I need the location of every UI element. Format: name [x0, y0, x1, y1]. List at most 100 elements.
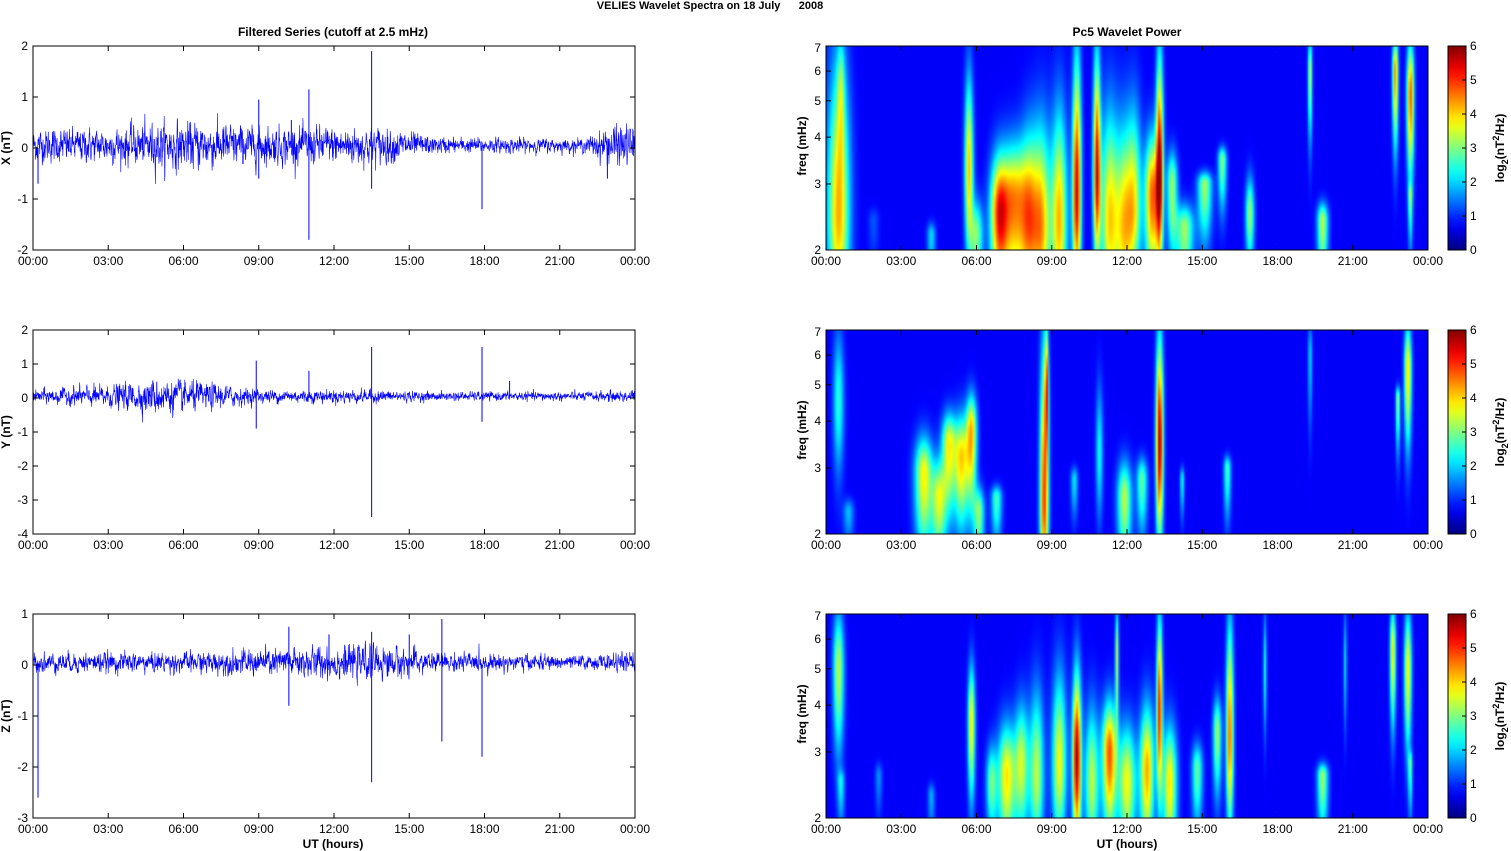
x-tick-label-y-5: 15:00: [1187, 538, 1217, 552]
y-tick-label-z-2: -1: [17, 709, 28, 723]
x-tick-label-y-7: 21:00: [545, 538, 575, 552]
y-tick-label-y-2: -2: [17, 459, 28, 473]
cbar-tick-label-x-2: 2: [1470, 175, 1477, 189]
x-tick-label-x-4: 12:00: [1112, 254, 1142, 268]
freq-tick-label-y-1: 3: [814, 461, 821, 475]
freq-tick-label-x-2: 4: [814, 130, 821, 144]
spectrogram-image-z: [826, 614, 1428, 818]
colorbar-label-z: log2(nT2/Hz): [1491, 682, 1510, 751]
suptitle: VELIES Wavelet Spectra on 18 July 2008: [597, 0, 823, 12]
cbar-tick-label-x-3: 3: [1470, 141, 1477, 155]
y-tick-label-x-3: 1: [21, 90, 28, 104]
x-tick-label-y-0: 00:00: [18, 538, 48, 552]
x-tick-label-x-1: 03:00: [886, 254, 916, 268]
freq-tick-label-z-1: 3: [814, 745, 821, 759]
x-tick-label-x-5: 15:00: [1187, 254, 1217, 268]
y-tick-label-y-1: -3: [17, 493, 28, 507]
cbar-tick-label-z-4: 4: [1470, 675, 1477, 689]
x-tick-label-y-3: 09:00: [244, 538, 274, 552]
right-xlabel: UT (hours): [1097, 837, 1158, 851]
y-tick-label-x-0: -2: [17, 243, 28, 257]
freq-tick-label-z-0: 2: [814, 811, 821, 825]
cbar-tick-label-y-2: 2: [1470, 459, 1477, 473]
y-tick-label-x-4: 2: [21, 39, 28, 53]
cbar-tick-label-z-6: 6: [1470, 607, 1477, 621]
spectrogram-image-x: [826, 46, 1428, 250]
x-tick-label-z-3: 09:00: [1037, 822, 1067, 836]
series-line-z: [32, 640, 636, 686]
freq-tick-label-y-2: 4: [814, 414, 821, 428]
x-tick-label-y-1: 03:00: [93, 538, 123, 552]
y-tick-label-z-3: 0: [21, 658, 28, 672]
x-tick-label-y-8: 00:00: [1413, 538, 1443, 552]
freq-tick-label-x-1: 3: [814, 177, 821, 191]
y-tick-label-z-1: -2: [17, 760, 28, 774]
y-tick-label-x-1: -1: [17, 192, 28, 206]
freq-tick-label-y-3: 5: [814, 378, 821, 392]
x-tick-label-x-7: 21:00: [1338, 254, 1368, 268]
freq-tick-label-y-4: 6: [814, 348, 821, 362]
x-tick-label-z-1: 03:00: [93, 822, 123, 836]
freq-axis-label-x: freq (mHz): [795, 116, 809, 175]
freq-tick-label-z-3: 5: [814, 662, 821, 676]
freq-tick-label-x-0: 2: [814, 243, 821, 257]
cbar-tick-label-y-0: 0: [1470, 527, 1477, 541]
cbar-tick-label-y-3: 3: [1470, 425, 1477, 439]
left-column-title: Filtered Series (cutoff at 2.5 mHz): [238, 25, 428, 39]
freq-tick-label-x-5: 7: [814, 41, 821, 55]
x-tick-label-y-2: 06:00: [961, 538, 991, 552]
x-tick-label-y-4: 12:00: [319, 538, 349, 552]
freq-tick-label-z-4: 6: [814, 632, 821, 646]
right-column-title: Pc5 Wavelet Power: [1073, 25, 1182, 39]
line-plot-x: -2 -1 0 1 2 00:00 03:00 06:00 09:00 12:00 15:00 18:…: [0, 39, 650, 268]
x-tick-label-x-5: 15:00: [394, 254, 424, 268]
x-tick-label-z-1: 03:00: [886, 822, 916, 836]
spectrogram-y: 2 3 4 5 6 7 00:00 03:00 06:00 09:00 12:00 15:00 18:0…: [795, 323, 1510, 552]
x-tick-label-x-3: 09:00: [244, 254, 274, 268]
freq-axis-label-z: freq (mHz): [795, 684, 809, 743]
cbar-tick-label-y-6: 6: [1470, 323, 1477, 337]
x-tick-label-z-4: 12:00: [1112, 822, 1142, 836]
cbar-tick-label-z-5: 5: [1470, 641, 1477, 655]
x-tick-label-x-8: 00:00: [620, 254, 650, 268]
x-tick-label-y-7: 21:00: [1338, 538, 1368, 552]
x-tick-label-z-8: 00:00: [1413, 822, 1443, 836]
spectrogram-x: 2 3 4 5 6 7 00:00 03:00 06:00 09:00 12:00 15:00 18:0…: [795, 39, 1510, 268]
x-tick-label-z-5: 15:00: [394, 822, 424, 836]
y-tick-label-y-3: -1: [17, 425, 28, 439]
y-tick-label-y-0: -4: [17, 527, 28, 541]
freq-tick-label-y-5: 7: [814, 325, 821, 339]
cbar-tick-label-x-6: 6: [1470, 39, 1477, 53]
x-tick-label-x-6: 18:00: [469, 254, 499, 268]
x-tick-label-x-2: 06:00: [168, 254, 198, 268]
x-tick-label-y-4: 12:00: [1112, 538, 1142, 552]
y-tick-label-y-4: 0: [21, 391, 28, 405]
cbar-tick-label-z-3: 3: [1470, 709, 1477, 723]
y-tick-label-z-0: -3: [17, 811, 28, 825]
freq-tick-label-x-4: 6: [814, 64, 821, 78]
cbar-tick-label-x-5: 5: [1470, 73, 1477, 87]
x-tick-label-y-5: 15:00: [394, 538, 424, 552]
cbar-tick-label-x-1: 1: [1470, 209, 1477, 223]
series-line-x: [32, 113, 636, 185]
x-tick-label-x-0: 00:00: [811, 254, 841, 268]
cbar-tick-label-y-5: 5: [1470, 357, 1477, 371]
cbar-tick-label-x-0: 0: [1470, 243, 1477, 257]
y-axis-label-x: X (nT): [0, 131, 13, 165]
cbar-tick-label-x-4: 4: [1470, 107, 1477, 121]
spectrogram-z: 2 3 4 5 6 7 00:00 03:00 06:00 09:00 12:00 15:00 18:0…: [795, 607, 1510, 836]
series-line-y: [32, 378, 636, 423]
y-axis-label-y: Y (nT): [0, 415, 13, 449]
x-tick-label-z-2: 06:00: [168, 822, 198, 836]
x-tick-label-y-8: 00:00: [620, 538, 650, 552]
x-tick-label-z-8: 00:00: [620, 822, 650, 836]
colorbar-label-y: log2(nT2/Hz): [1491, 398, 1510, 467]
line-plot-y: -4 -3 -2 -1 0 1 2 00:00 03:00 06:00 09:00 12:00 15:0…: [0, 323, 650, 552]
x-tick-label-z-6: 18:00: [1262, 822, 1292, 836]
freq-tick-label-z-5: 7: [814, 609, 821, 623]
cbar-tick-label-y-4: 4: [1470, 391, 1477, 405]
plot-area-y: [33, 330, 635, 534]
x-tick-label-y-0: 00:00: [811, 538, 841, 552]
x-tick-label-z-0: 00:00: [18, 822, 48, 836]
